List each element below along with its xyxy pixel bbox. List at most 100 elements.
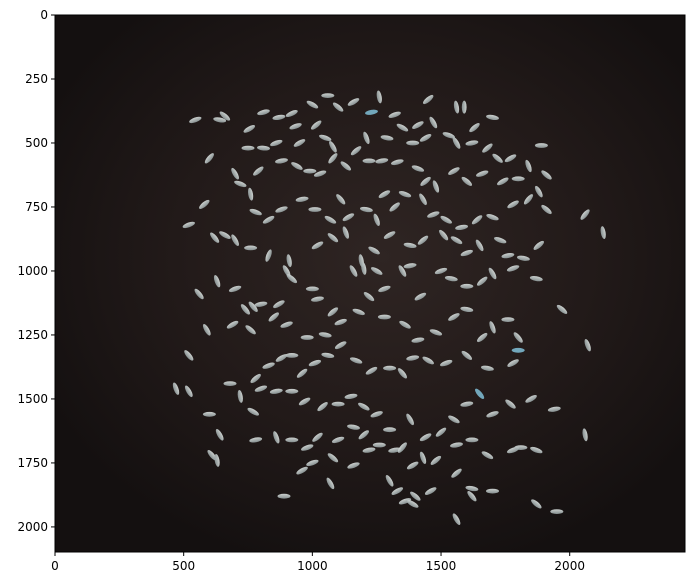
rice-grain	[326, 477, 335, 490]
rice-grain	[273, 300, 285, 309]
rice-grain	[349, 265, 358, 277]
x-tick-label: 0	[51, 559, 59, 573]
rice-grain	[434, 267, 448, 275]
rice-grain	[439, 229, 449, 241]
rice-grain	[541, 170, 552, 180]
rice-grain	[406, 461, 419, 470]
rice-grain	[327, 453, 339, 463]
rice-grain	[383, 427, 397, 433]
rice-grain	[452, 513, 461, 525]
x-tick-label: 1500	[426, 559, 457, 573]
rice-grain	[234, 180, 247, 188]
plot-area	[54, 14, 686, 553]
rice-grain	[375, 158, 389, 164]
rice-grain	[497, 177, 509, 186]
rice-grain	[202, 324, 211, 336]
rice-grain	[358, 430, 370, 440]
rice-grain	[451, 468, 462, 478]
rice-grain	[282, 265, 291, 277]
rice-grain	[410, 491, 421, 501]
rice-grain	[228, 285, 242, 293]
rice-grain	[453, 100, 460, 114]
rice-grain	[262, 215, 275, 224]
rice-grain	[372, 442, 386, 448]
rice-grain	[388, 111, 401, 118]
rice-grain	[306, 459, 319, 467]
rice-grain	[312, 432, 323, 442]
rice-grain	[584, 339, 591, 352]
rice-grain	[430, 455, 442, 465]
rice-grain	[452, 137, 461, 149]
rice-grain	[277, 493, 291, 499]
x-tick-label: 2000	[554, 559, 585, 573]
rice-grain	[361, 261, 367, 275]
rice-grain	[397, 368, 407, 379]
y-tick-label: 1250	[17, 328, 48, 342]
rice-grain	[378, 190, 391, 199]
rice-grain	[199, 199, 210, 209]
rice-grain	[286, 274, 298, 284]
rice-grain	[340, 161, 352, 171]
rice-grain	[475, 239, 484, 252]
rice-grain	[324, 215, 337, 224]
rice-grain	[219, 231, 231, 239]
rice-grain	[465, 140, 479, 146]
rice-grain	[370, 411, 383, 418]
rice-grain	[486, 411, 499, 418]
rice-grain	[347, 462, 360, 469]
rice-grain	[231, 234, 239, 246]
y-tick-label: 2000	[17, 520, 48, 534]
rice-grain	[486, 114, 499, 121]
rice-grain	[476, 170, 489, 177]
rice-grain	[376, 90, 382, 104]
rice-grain	[240, 304, 250, 315]
rice-grain	[300, 335, 314, 340]
rice-grain	[460, 306, 474, 313]
rice-grain	[398, 191, 412, 198]
rice-grain	[275, 354, 288, 362]
rice-grain	[257, 109, 270, 116]
rice-grain	[389, 202, 400, 212]
rice-grain	[349, 357, 363, 364]
rice-grain	[465, 485, 479, 492]
rice-grain	[511, 176, 525, 182]
rice-grain	[243, 125, 256, 133]
y-tick-label: 500	[25, 136, 48, 150]
rice-grain	[245, 325, 256, 335]
rice-grain	[480, 365, 494, 371]
rice-grain	[419, 433, 432, 442]
rice-grain	[467, 490, 477, 502]
rice-grain	[293, 139, 306, 147]
rice-grain	[432, 180, 440, 193]
rice-grain	[223, 381, 237, 386]
rice-grain	[313, 170, 327, 177]
rice-grain	[254, 301, 268, 307]
rice-grain	[455, 224, 469, 231]
rice-grain	[505, 399, 516, 409]
rice-grain	[347, 424, 360, 430]
rice-grain	[306, 100, 319, 109]
rice-grain	[184, 350, 194, 361]
rice-grain	[289, 123, 302, 130]
rice-grain	[403, 263, 417, 269]
rice-grain	[352, 308, 365, 316]
rice-grain	[273, 431, 280, 444]
rice-grain	[182, 221, 195, 229]
rice-grain	[469, 123, 480, 133]
rice-grain	[600, 226, 606, 240]
x-axis: 0 500 1000 1500 2000	[51, 552, 585, 573]
rice-grain	[207, 449, 217, 461]
rice-grain	[450, 236, 463, 245]
rice-grain	[582, 428, 588, 442]
rice-grain	[414, 292, 427, 301]
rice-grain	[440, 359, 453, 367]
rice-grain	[534, 143, 548, 148]
rice-grain	[420, 176, 431, 186]
rice-grain	[417, 235, 429, 245]
rice-grain	[373, 213, 380, 226]
rice-grain	[269, 388, 283, 394]
rice-grain	[398, 498, 412, 505]
rice-grain	[406, 355, 420, 361]
rice-grain	[385, 475, 394, 487]
rice-grain	[461, 176, 473, 186]
